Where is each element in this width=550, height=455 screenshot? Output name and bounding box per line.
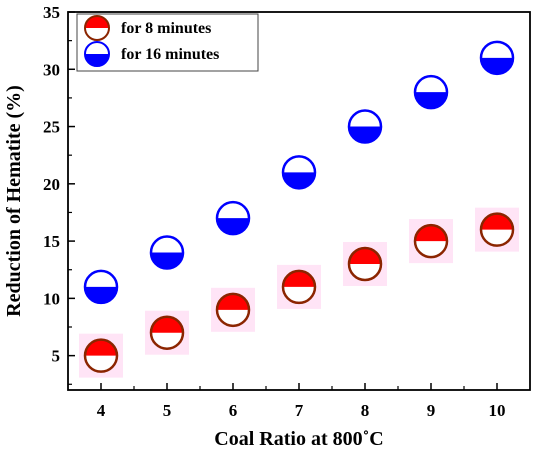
data-point-series-2 <box>83 269 119 305</box>
x-axis-title: Coal Ratio at 800˚C <box>214 428 383 450</box>
y-tick-label: 20 <box>43 175 60 194</box>
legend-label: for 16 minutes <box>121 46 219 63</box>
y-tick-label: 5 <box>52 347 61 366</box>
x-axis: 4 5 6 7 8 9 10 <box>97 383 506 420</box>
x-tick-label: 4 <box>97 401 106 420</box>
y-axis-title: Reduction of Hematite (%) <box>3 85 25 317</box>
legend-label: for 8 minutes <box>121 20 211 37</box>
y-tick-label: 35 <box>43 3 60 22</box>
x-tick-label: 8 <box>361 401 370 420</box>
data-point-series-2 <box>413 74 449 110</box>
y-tick-label: 25 <box>43 118 60 137</box>
x-tick-label: 6 <box>229 401 238 420</box>
y-tick-label: 30 <box>43 60 60 79</box>
y-tick-label: 10 <box>43 289 60 308</box>
data-point-series-2 <box>479 40 515 76</box>
x-tick-label: 5 <box>163 401 172 420</box>
y-tick-label: 15 <box>43 232 60 251</box>
data-point-series-2 <box>281 155 317 190</box>
data-point-series-1 <box>347 246 383 282</box>
data-point-series-2 <box>215 200 251 236</box>
legend: for 8 minutes for 16 minutes <box>76 13 259 72</box>
data-point-series-1 <box>149 315 185 350</box>
data-points <box>79 40 519 378</box>
data-point-series-2 <box>347 109 383 144</box>
legend-marker <box>84 41 110 67</box>
data-point-series-1 <box>281 269 317 305</box>
data-point-series-1 <box>83 338 119 373</box>
legend-entry: for 8 minutes <box>84 15 211 41</box>
x-tick-label: 9 <box>427 401 436 420</box>
data-point-series-1 <box>413 223 449 259</box>
data-point-series-1 <box>215 292 251 328</box>
legend-marker <box>84 15 110 41</box>
x-tick-label: 10 <box>489 401 506 420</box>
legend-entry: for 16 minutes <box>84 41 219 67</box>
y-axis: 5 10 15 20 25 30 35 <box>43 3 75 385</box>
data-point-series-2 <box>149 235 185 270</box>
data-point-series-1 <box>479 212 515 247</box>
x-tick-label: 7 <box>295 401 304 420</box>
